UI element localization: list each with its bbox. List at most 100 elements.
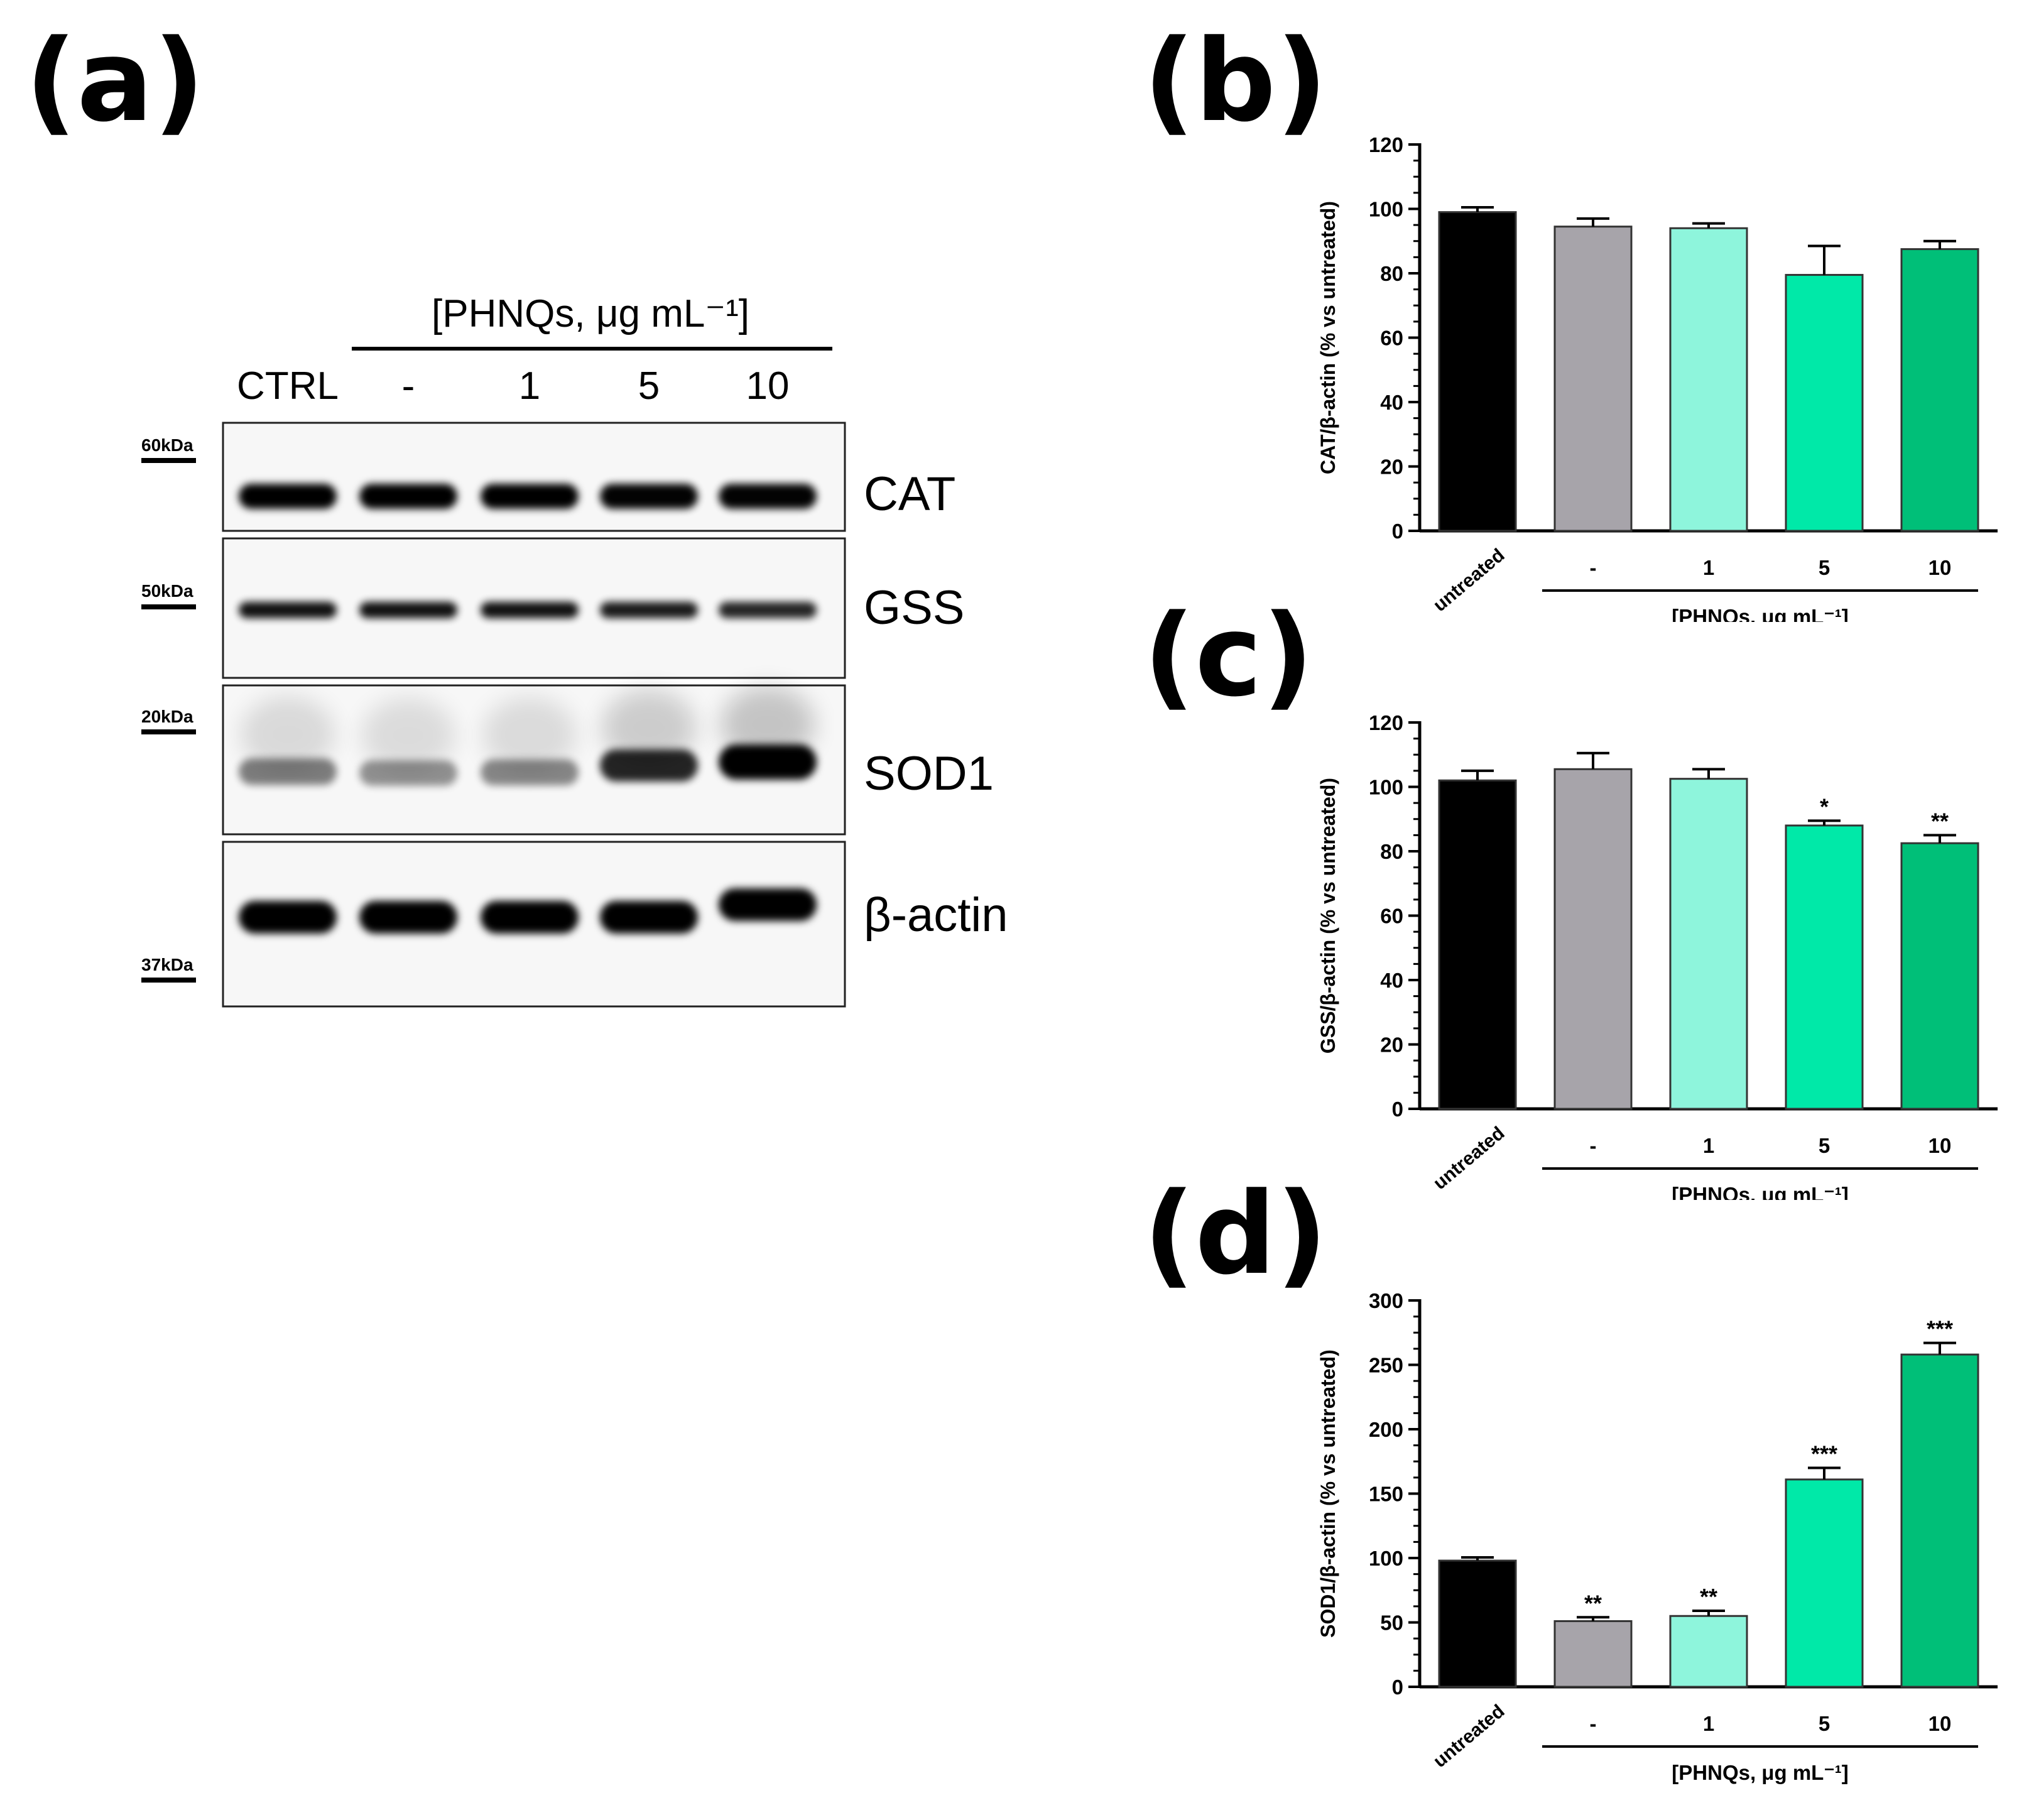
panel-letter-d: (d): [1143, 1169, 1328, 1300]
x-tick-label-dash: -: [1590, 1134, 1597, 1157]
blot-lane-label-1: 1: [519, 364, 540, 408]
blot-marker-label: 50kDa: [141, 581, 193, 601]
x-tick-label-1: 1: [1703, 556, 1714, 579]
blot-marker-label: 20kDa: [141, 707, 193, 726]
blot-band: [359, 760, 457, 786]
bar-1: [1669, 778, 1748, 1110]
blot-marker-37kda: 37kDa: [141, 955, 196, 983]
blot-protein-label-gss: GSS: [864, 581, 965, 635]
blot-lane-label-dash: -: [402, 364, 415, 408]
blot-marker-20kda: 20kDa: [141, 707, 196, 734]
y-tick-label: 0: [1392, 1098, 1403, 1121]
group-label: [PHNQs, μg mL⁻¹]: [1672, 605, 1848, 622]
blot-band: [719, 602, 817, 618]
significance-marker-1: **: [1700, 1584, 1717, 1610]
blot-band: [239, 758, 337, 785]
x-tick-label-untreated: untreated: [1430, 1123, 1509, 1194]
blot-protein-label-sod1: SOD1: [864, 747, 994, 800]
x-tick-label-10: 10: [1928, 556, 1952, 579]
chart-c: 0 20 40 60 80 100 120 GSS/β-actin (% vs untreat…: [1288, 697, 2029, 1200]
blot-smear: [482, 697, 577, 773]
blot-smear: [241, 696, 335, 772]
y-axis-label: GSS/β-actin (% vs untreated): [1317, 778, 1339, 1054]
blot-band: [719, 744, 817, 780]
y-tick-label: 60: [1380, 327, 1403, 350]
blot-row-sod1: SOD1: [222, 684, 994, 836]
blot-band: [600, 602, 698, 618]
blot-marker-label: 37kDa: [141, 955, 193, 974]
blot-band: [359, 602, 457, 618]
significance-marker-5: *: [1820, 793, 1829, 819]
y-tick-label: 100: [1369, 776, 1403, 799]
panel-letter-a: (a): [25, 16, 205, 147]
bar-dash: [1553, 768, 1633, 1110]
bar-untreated: [1438, 779, 1517, 1110]
bar-untreated: [1438, 1559, 1517, 1688]
y-axis-label: SOD1/β-actin (% vs untreated): [1317, 1349, 1339, 1638]
bar-10: [1900, 842, 1979, 1110]
blot-marker-60kda: 60kDa: [141, 435, 196, 463]
blot-row-actin: β-actin: [222, 841, 1008, 1008]
blot-band: [239, 484, 337, 509]
x-tick-label-10: 10: [1928, 1712, 1952, 1735]
panel-letter-b: (b): [1143, 16, 1328, 147]
x-tick-label-untreated: untreated: [1430, 1701, 1509, 1772]
blot-marker-label: 60kDa: [141, 435, 193, 455]
bar-10: [1900, 1353, 1979, 1688]
blot-band: [481, 602, 579, 618]
western-blot-figure: [PHNQs, μg mL⁻¹] CTRL - 1 5 10 CAT GSS SOD1 β-a…: [141, 292, 1008, 1008]
blot-lane-label-ctrl: CTRL: [237, 364, 339, 408]
blot-smear: [361, 697, 455, 773]
x-tick-label-dash: -: [1590, 556, 1597, 579]
bar-dash: [1553, 1620, 1633, 1688]
significance-marker-10: ***: [1927, 1316, 1953, 1342]
blot-band: [239, 602, 337, 618]
group-label: [PHNQs, μg mL⁻¹]: [1672, 1761, 1848, 1784]
bar-5: [1785, 824, 1864, 1110]
x-tick-label-10: 10: [1928, 1134, 1952, 1157]
y-tick-label: 0: [1392, 520, 1403, 543]
bar-5: [1785, 1478, 1864, 1688]
y-tick-label: 20: [1380, 455, 1403, 479]
panel-letter-c: (c): [1143, 591, 1314, 722]
x-tick-label-1: 1: [1703, 1134, 1714, 1157]
blot-smear: [721, 687, 815, 762]
y-tick-label: 80: [1380, 262, 1403, 285]
bar-dash: [1553, 226, 1633, 532]
y-tick-label: 40: [1380, 969, 1403, 992]
blot-marker-50kda: 50kDa: [141, 581, 196, 609]
y-tick-label: 300: [1369, 1289, 1403, 1312]
blot-band: [600, 901, 698, 934]
blot-row-cat: CAT: [222, 422, 955, 532]
blot-band: [719, 888, 817, 921]
blot-row-gss: GSS: [222, 537, 965, 679]
y-tick-label: 0: [1392, 1676, 1403, 1699]
blot-band: [481, 760, 579, 785]
x-tick-label-5: 5: [1819, 556, 1830, 579]
blot-smear: [602, 690, 696, 766]
blot-box: [222, 422, 846, 532]
y-tick-label: 40: [1380, 391, 1403, 414]
blot-treatment-header: [PHNQs, μg mL⁻¹]: [432, 292, 749, 335]
blot-lane-label-5: 5: [638, 364, 660, 408]
blot-band: [481, 901, 579, 934]
blot-band: [481, 484, 579, 509]
x-tick-label-5: 5: [1819, 1134, 1830, 1157]
bar-untreated: [1438, 211, 1517, 532]
chart-d-svg: 0 50 100 150 200 250 300 SOD1/β-actin (% vs unt…: [1317, 1289, 1998, 1784]
y-tick-label: 50: [1380, 1611, 1403, 1635]
y-tick-label: 100: [1369, 1547, 1403, 1570]
blot-band: [359, 901, 457, 934]
chart-b-svg: 0 20 40 60 80 100 120 CAT/β-actin (% vs untreat…: [1317, 133, 1998, 622]
blot-protein-label-actin: β-actin: [864, 888, 1008, 942]
y-tick-label: 150: [1369, 1483, 1403, 1506]
blot-band: [239, 901, 337, 934]
y-tick-label: 60: [1380, 905, 1403, 928]
bar-10: [1900, 248, 1979, 532]
blot-protein-label-cat: CAT: [864, 467, 955, 521]
x-tick-label-untreated: untreated: [1430, 545, 1509, 616]
y-axis-label: CAT/β-actin (% vs untreated): [1317, 201, 1339, 474]
y-tick-label: 250: [1369, 1354, 1403, 1377]
y-tick-label: 200: [1369, 1418, 1403, 1441]
blot-band: [600, 749, 698, 782]
